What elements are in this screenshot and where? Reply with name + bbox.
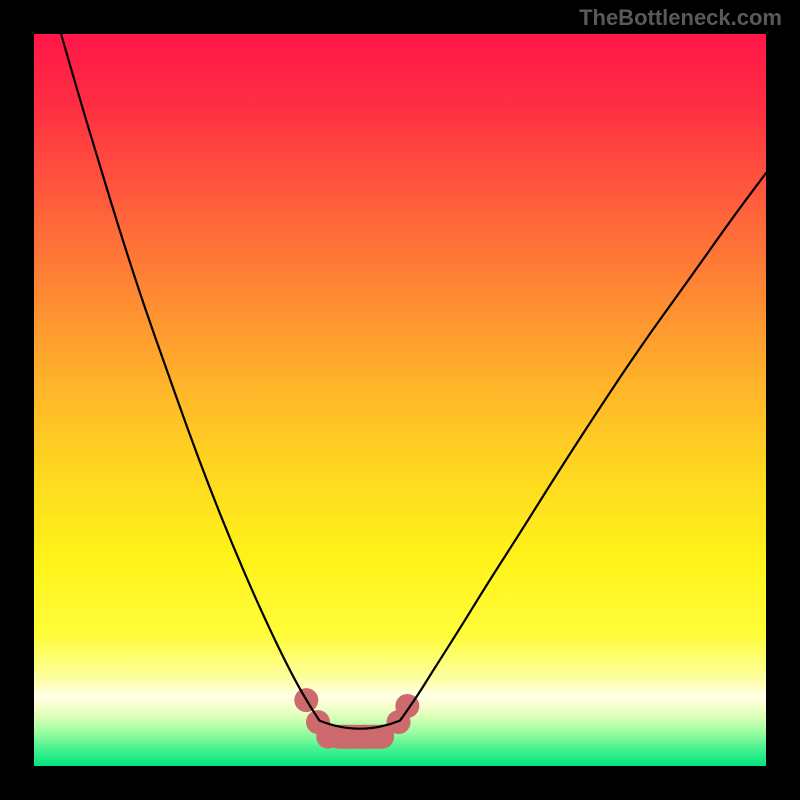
watermark-text: TheBottleneck.com bbox=[579, 5, 782, 31]
plot-background bbox=[34, 34, 766, 766]
bottleneck-chart bbox=[0, 0, 800, 800]
